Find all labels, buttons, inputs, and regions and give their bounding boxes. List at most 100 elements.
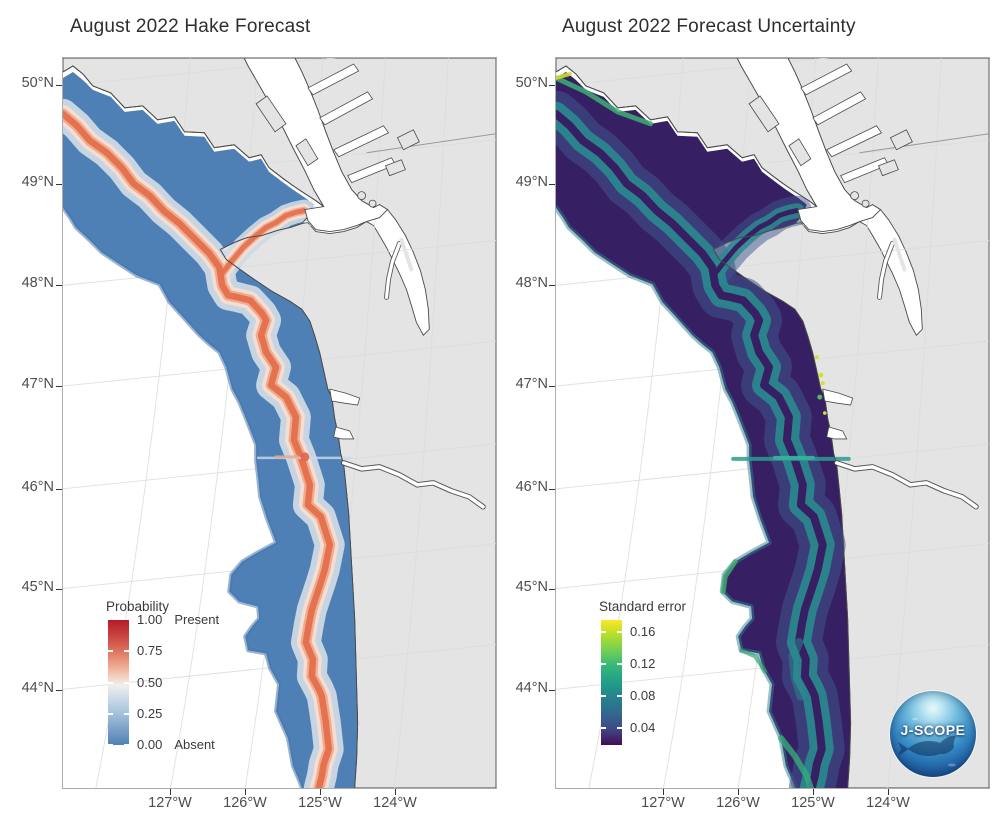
legend-entry: 0.25 xyxy=(137,706,162,721)
meridian-line xyxy=(887,58,942,788)
legend-value: 0.00 xyxy=(137,737,163,752)
lat-tick-mark xyxy=(549,489,555,490)
probability-colorbar: 1.00 Present 0.75 0.50 0.25 0.00 Absent xyxy=(108,612,219,752)
lat-tick-mark xyxy=(56,85,62,86)
coastline xyxy=(556,65,852,788)
fjord-inlet xyxy=(319,91,374,126)
parallel-line xyxy=(63,240,496,286)
coastal-hotspot xyxy=(818,372,824,378)
island xyxy=(396,129,420,151)
lat-axis-label: 45°N xyxy=(21,579,54,595)
lat-tick-mark xyxy=(549,85,555,86)
lat-tick-mark xyxy=(56,589,62,590)
fish-tail-icon xyxy=(898,742,909,756)
lat-axis-label: 50°N xyxy=(515,75,548,91)
willapa-bay xyxy=(333,426,355,440)
island xyxy=(889,129,913,151)
lat-axis-label: 44°N xyxy=(515,680,548,696)
coastal-hotspot xyxy=(822,411,827,415)
legend-value: 0.12 xyxy=(630,656,656,671)
lat-axis-label: 46°N xyxy=(515,479,548,495)
lat-tick-mark xyxy=(56,184,62,185)
field-west-edge xyxy=(63,205,304,788)
legend-tick xyxy=(617,631,622,633)
legend-tick xyxy=(617,727,622,729)
legend-entry: 0.08 xyxy=(630,688,655,703)
coastal-hotspot xyxy=(814,355,819,360)
legend-entry: 0.04 xyxy=(630,720,655,735)
legend-tick xyxy=(601,663,606,665)
lat-axis-label: 48°N xyxy=(515,275,548,291)
lat-tick-mark xyxy=(549,589,555,590)
legend-value: 0.04 xyxy=(630,720,656,735)
lat-tick-mark xyxy=(56,690,62,691)
ridge-crest-dark xyxy=(712,208,800,276)
standard-error-colorbar: 0.16 0.12 0.08 0.04 xyxy=(601,620,655,745)
lon-tick-mark xyxy=(170,789,171,795)
lat-tick-mark xyxy=(56,386,62,387)
small-fish-icon xyxy=(948,763,956,767)
lat-axis-label: 49°N xyxy=(515,174,548,190)
lat-tick-mark xyxy=(549,184,555,185)
probability-legend: Probability 1.00 Present 0.75 0.50 0.25 0.00 A… xyxy=(104,599,274,752)
lat-axis-label: 45°N xyxy=(515,579,548,595)
willapa-bay xyxy=(826,426,848,440)
southern-teal-mottle xyxy=(788,637,806,701)
legend-value: 0.08 xyxy=(630,688,656,703)
legend-entry: 1.00 Present xyxy=(137,612,219,627)
coastal-hotspot xyxy=(820,381,825,386)
lon-axis-label: 127°W xyxy=(641,795,685,811)
field-west-edge xyxy=(556,205,798,788)
island xyxy=(357,191,367,201)
inland-waters xyxy=(736,58,979,510)
uncertainty-map-panel: Standard error 0.16 0.12 0.08 0.04 J-SCOPE xyxy=(555,57,990,789)
legend-value: 0.75 xyxy=(137,643,163,659)
probability-raster xyxy=(63,71,358,788)
standard-error-field xyxy=(556,71,851,788)
lat-axis-label: 48°N xyxy=(21,275,54,291)
lon-tick-mark xyxy=(663,789,664,795)
high-probability-ridge xyxy=(219,208,307,276)
grays-harbor-bay xyxy=(822,388,854,406)
legend-value: 0.25 xyxy=(137,705,163,721)
legend-tick xyxy=(601,631,606,633)
seam-hotspot xyxy=(300,452,310,462)
lat-axis-label: 44°N xyxy=(21,680,54,696)
legend-entry: 0.75 xyxy=(137,643,162,658)
legend-tick xyxy=(108,681,113,684)
parallel-line xyxy=(556,240,989,286)
lon-axis-label: 125°W xyxy=(298,795,342,811)
hood-canal-water xyxy=(384,241,402,299)
fjord-inlet xyxy=(307,63,360,96)
coastal-green-band xyxy=(556,75,654,127)
lat-axis-label: 50°N xyxy=(21,75,54,91)
hood-canal-water xyxy=(877,241,895,299)
fjord-inlet xyxy=(812,91,867,126)
island xyxy=(368,199,377,208)
probability-field xyxy=(63,71,358,788)
legend-tick xyxy=(601,695,606,697)
coastline xyxy=(63,65,359,788)
uncertainty-map xyxy=(556,58,989,788)
legend-note: Present xyxy=(174,612,220,627)
legend-tick xyxy=(617,663,622,665)
standard-error-legend-title: Standard error xyxy=(599,599,687,614)
legend-tick xyxy=(108,650,113,653)
standard-error-legend: Standard error 0.16 0.12 0.08 0.04 xyxy=(597,599,767,745)
lon-axis-label: 125°W xyxy=(791,795,835,811)
us-canada-border-line xyxy=(366,133,496,154)
jscope-logo-art xyxy=(898,717,956,767)
left-panel-title: August 2022 Hake Forecast xyxy=(70,16,311,37)
legend-entry: 0.16 xyxy=(630,624,655,639)
puget-island xyxy=(399,237,414,272)
boundary-green-accent xyxy=(720,559,738,595)
legend-entry: 0.00 Absent xyxy=(137,737,215,752)
island xyxy=(788,138,812,167)
high-probability-ridge xyxy=(63,110,334,788)
lat-tick-mark xyxy=(56,285,62,286)
island xyxy=(295,138,319,167)
grays-harbor-bay xyxy=(329,388,361,406)
ridge-crest-dark xyxy=(556,109,827,788)
forecast-map xyxy=(63,58,496,788)
